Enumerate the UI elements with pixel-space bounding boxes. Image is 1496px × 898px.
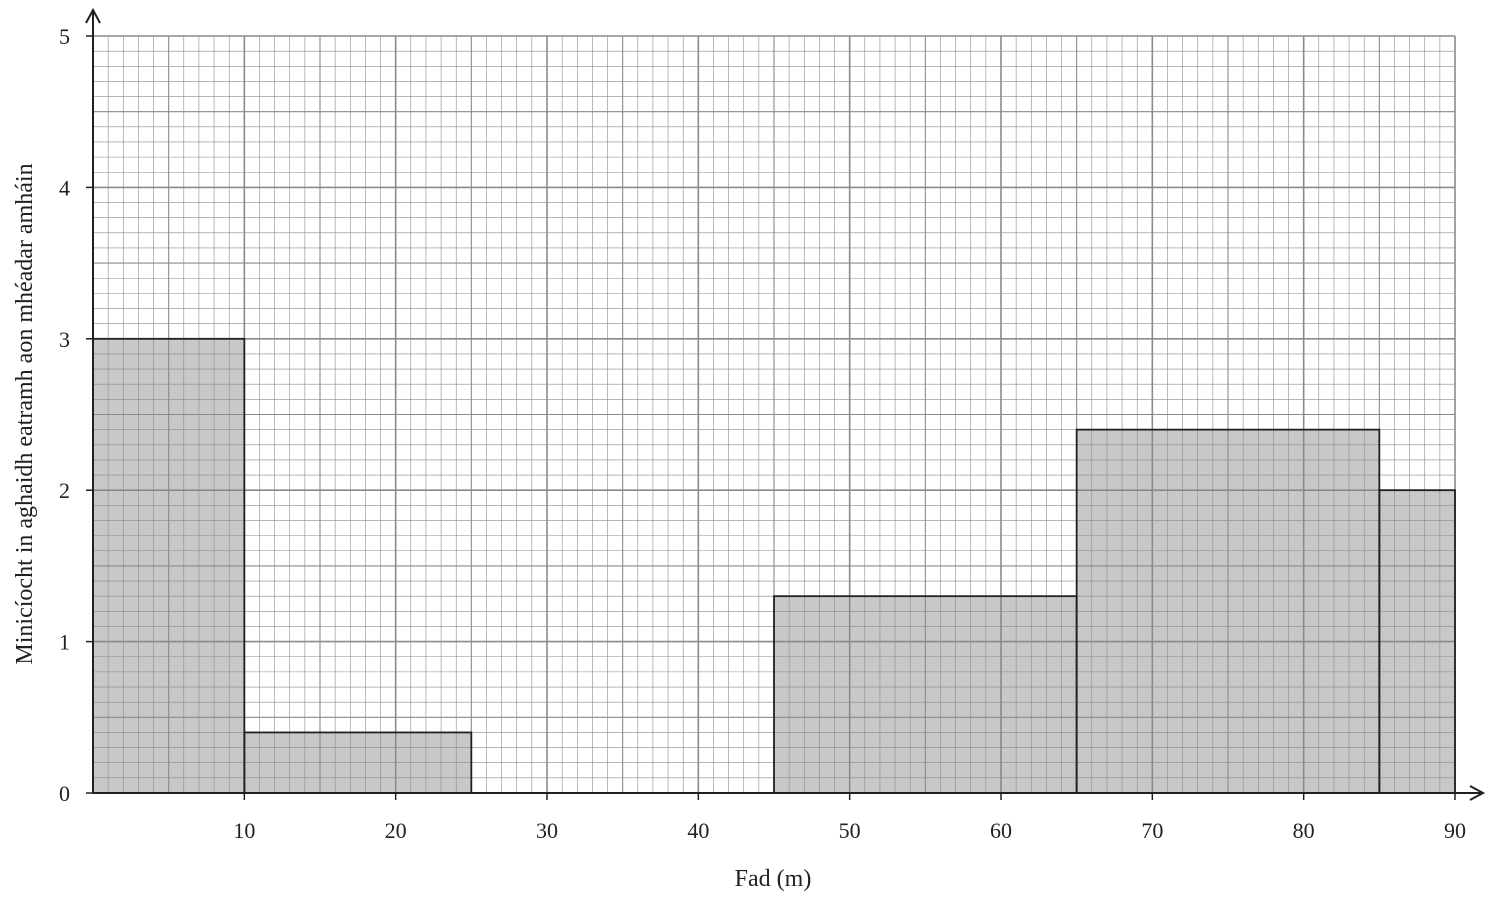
x-tick-label: 20 [385, 818, 407, 843]
y-tick-label: 4 [59, 175, 70, 200]
y-tick-label: 1 [59, 630, 70, 655]
tick-labels-layer: 10 20 30 40 50 60 70 80 90 0 1 2 3 4 5 [59, 24, 1466, 843]
y-tick-label: 0 [59, 781, 70, 806]
y-axis-label: Minicíocht in aghaidh eatramh aon mhéada… [12, 163, 38, 664]
y-tick-label: 3 [59, 327, 70, 352]
x-tick-label: 90 [1444, 818, 1466, 843]
x-tick-label: 70 [1141, 818, 1163, 843]
y-axis-arrowhead [85, 7, 101, 24]
axes-layer [85, 7, 1486, 801]
y-tick-label: 2 [59, 478, 70, 503]
y-tick-label: 5 [59, 24, 70, 49]
x-tick-label: 60 [990, 818, 1012, 843]
x-tick-label: 50 [839, 818, 861, 843]
x-tick-label: 80 [1293, 818, 1315, 843]
x-axis-label: Fad (m) [735, 866, 812, 892]
x-tick-label: 10 [233, 818, 255, 843]
x-tick-label: 30 [536, 818, 558, 843]
x-axis-arrowhead [1469, 785, 1486, 801]
x-tick-label: 40 [687, 818, 709, 843]
